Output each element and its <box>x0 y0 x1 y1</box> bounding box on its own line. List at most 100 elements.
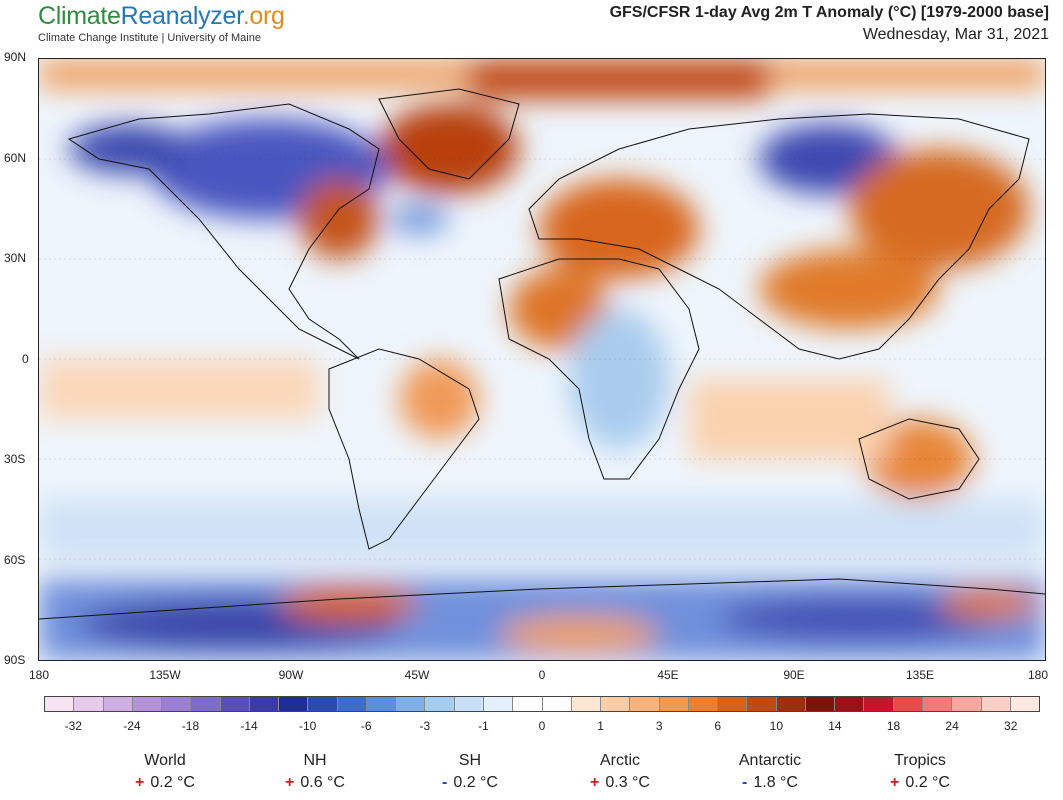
color-scale-segment <box>776 697 806 711</box>
logo-text-reanalyzer: Reanalyzer <box>120 2 243 30</box>
regional-stats: World +0.2 °C NH +0.6 °C SH -0.2 °C Arctic +0.3… <box>0 752 1063 800</box>
stat-value: +0.6 °C <box>245 774 385 792</box>
color-scale-bar <box>44 696 1040 712</box>
color-scale-segment <box>454 697 484 711</box>
color-scale-label: 6 <box>714 719 722 733</box>
color-scale-label: -14 <box>240 719 258 733</box>
color-scale-segment <box>893 697 923 711</box>
color-scale-label: 24 <box>945 719 959 733</box>
anomaly-fields <box>39 59 1045 660</box>
color-scale-segment <box>630 697 660 711</box>
lat-label-30s: 30S <box>4 452 26 466</box>
color-scale-segment <box>45 697 75 711</box>
stat-value-text: 0.2 °C <box>150 774 195 791</box>
color-scale-segment <box>191 697 221 711</box>
header: ClimateReanalyzer.org Climate Change Ins… <box>0 0 1063 56</box>
stat-world: World +0.2 °C <box>95 752 235 792</box>
lon-label-180e: 180 <box>1027 668 1049 682</box>
color-scale-label: -1 <box>478 719 489 733</box>
color-scale-segment <box>601 697 631 711</box>
color-scale-segment <box>747 697 777 711</box>
color-scale-segment <box>835 697 865 711</box>
stat-tropics: Tropics +0.2 °C <box>850 752 990 792</box>
lat-label-0: 0 <box>22 352 29 366</box>
lon-label-0: 0 <box>538 668 546 682</box>
color-scale-label: 3 <box>655 719 663 733</box>
color-scale-segment <box>483 697 514 711</box>
stat-value-text: 1.8 °C <box>753 774 798 791</box>
stat-value: -0.2 °C <box>400 774 540 792</box>
stat-name: SH <box>458 752 482 769</box>
color-scale-label: 32 <box>1004 719 1018 733</box>
color-scale-label: 10 <box>769 719 784 733</box>
lat-label-60n: 60N <box>4 151 27 165</box>
site-logo[interactable]: ClimateReanalyzer.org <box>38 2 285 31</box>
color-scale-label: 14 <box>828 719 842 733</box>
stat-value: +0.2 °C <box>850 774 990 792</box>
color-scale-label: -24 <box>123 719 141 733</box>
stat-name: Antarctic <box>738 752 802 769</box>
color-scale-label: -10 <box>298 719 317 733</box>
color-scale-segment <box>864 697 894 711</box>
stat-name: NH <box>303 752 327 769</box>
map-title: GFS/CFSR 1-day Avg 2m T Anomaly (°C) [19… <box>609 4 1049 21</box>
lon-label-135w: 135W <box>149 668 181 682</box>
stat-sh: SH -0.2 °C <box>400 752 540 792</box>
logo-text-climate: Climate <box>38 2 121 30</box>
lat-label-90n: 90N <box>4 50 27 64</box>
stat-name: World <box>144 752 186 769</box>
color-scale-label: -32 <box>64 719 82 733</box>
color-scale-label: -18 <box>181 719 200 733</box>
stat-name: Arctic <box>600 752 640 769</box>
stat-sign: + <box>890 774 900 791</box>
anomaly-map <box>38 58 1046 661</box>
color-scale-segment <box>308 697 338 711</box>
map-date: Wednesday, Mar 31, 2021 <box>862 26 1049 43</box>
color-scale-segment <box>688 697 719 711</box>
anomaly-map-svg <box>39 59 1045 660</box>
stat-value-text: 0.3 °C <box>605 774 650 791</box>
color-scale-segment <box>132 697 163 711</box>
logo-text-org: .org <box>242 2 285 30</box>
stat-value: +0.3 °C <box>550 774 690 792</box>
stat-value-text: 0.2 °C <box>905 774 950 791</box>
color-scale-segment <box>249 697 280 711</box>
color-scale-segment <box>220 697 250 711</box>
color-scale-label: 0 <box>538 719 546 733</box>
lon-label-90w: 90W <box>278 668 304 682</box>
stat-value: +0.2 °C <box>95 774 235 792</box>
color-scale-segment <box>1010 697 1040 711</box>
color-scale-label: -6 <box>360 719 372 733</box>
color-scale-segment <box>718 697 748 711</box>
stat-sign: - <box>442 774 448 791</box>
color-scale-segment <box>981 697 1011 711</box>
lat-label-90s: 90S <box>4 653 26 667</box>
color-scale-segment <box>922 697 953 711</box>
stat-antarctic: Antarctic -1.8 °C <box>700 752 840 792</box>
color-scale-label: 1 <box>597 719 604 733</box>
lat-label-60s: 60S <box>4 553 26 567</box>
stat-name: Tropics <box>894 752 946 769</box>
color-scale-segment <box>952 697 982 711</box>
lon-label-45w: 45W <box>404 668 430 682</box>
lon-label-90e: 90E <box>783 668 805 682</box>
color-scale-segment <box>659 697 689 711</box>
lon-label-135e: 135E <box>905 668 935 682</box>
stat-value-text: 0.2 °C <box>453 774 498 791</box>
coastlines <box>39 88 1045 620</box>
color-scale-segment <box>425 697 455 711</box>
stat-nh: NH +0.6 °C <box>245 752 385 792</box>
color-scale-segment <box>513 697 543 711</box>
color-scale-segment <box>74 697 104 711</box>
lon-label-180w: 180 <box>28 668 50 682</box>
lat-label-30n: 30N <box>4 251 27 265</box>
color-scale-segment <box>162 697 192 711</box>
stat-arctic: Arctic +0.3 °C <box>550 752 690 792</box>
stat-value-text: 0.6 °C <box>300 774 345 791</box>
color-scale-segment <box>279 697 309 711</box>
lon-label-45e: 45E <box>657 668 679 682</box>
color-scale-segment <box>103 697 133 711</box>
stat-sign: + <box>285 774 295 791</box>
logo-subtitle: Climate Change Institute | University of… <box>38 32 261 44</box>
stat-value: -1.8 °C <box>700 774 840 792</box>
